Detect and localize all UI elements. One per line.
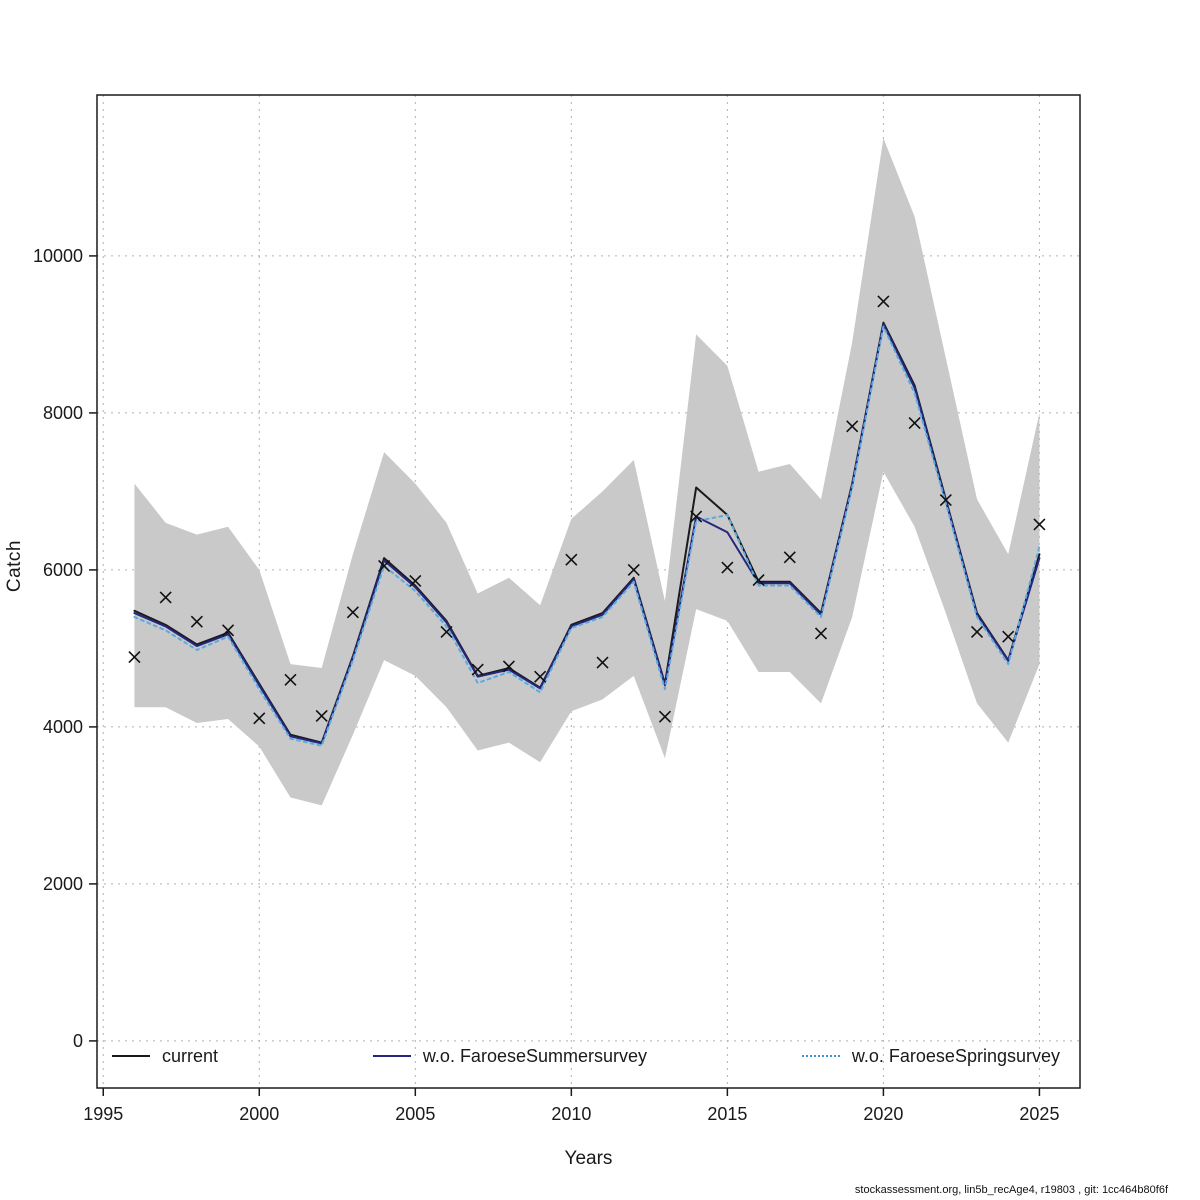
legend-line-springsurvey-icon <box>801 1055 840 1057</box>
x-tick-label: 2010 <box>551 1104 591 1124</box>
legend-item-current: current <box>112 1046 218 1067</box>
x-tick-label: 2025 <box>1019 1104 1059 1124</box>
x-axis-label: Years <box>564 1148 613 1169</box>
x-tick-label: 2005 <box>395 1104 435 1124</box>
legend-line-current-icon <box>112 1055 150 1057</box>
y-tick-label: 6000 <box>43 560 83 580</box>
legend-item-wo-faroesesummersurvey: w.o. FaroeseSummersurvey <box>372 1045 647 1067</box>
y-tick-label: 10000 <box>33 246 83 266</box>
x-tick-label: 2000 <box>239 1104 279 1124</box>
y-tick-label: 4000 <box>43 717 83 737</box>
y-axis-label: Catch <box>4 540 25 593</box>
x-tick-label: 2020 <box>863 1104 903 1124</box>
observation-markers <box>128 295 1046 725</box>
legend-label-current: current <box>162 1045 219 1066</box>
footer-citation: stockassessment.org, lin5b_recAge4, r198… <box>854 1184 1168 1196</box>
y-tick-label: 8000 <box>43 403 83 423</box>
plot-border <box>96 94 1081 1089</box>
series-line-1 <box>133 323 1041 745</box>
x-tick-label: 1995 <box>83 1104 123 1124</box>
y-tick-label: 2000 <box>43 874 83 894</box>
legend-line-summersurvey-icon <box>372 1055 411 1057</box>
legend-item-wo-faroesespringsurvey: w.o. FaroeseSpringsurvey <box>801 1045 1060 1067</box>
series-line-2 <box>133 325 1041 747</box>
legend-label-wo-faroesespringsurvey: w.o. FaroeseSpringsurvey <box>851 1045 1060 1066</box>
x-tick-label: 2015 <box>707 1104 747 1124</box>
y-tick-label: 0 <box>73 1031 83 1051</box>
legend: current w.o. FaroeseSummersurvey w.o. Fa… <box>112 1042 1060 1070</box>
legend-label-wo-faroesesummersurvey: w.o. FaroeseSummersurvey <box>422 1045 647 1066</box>
